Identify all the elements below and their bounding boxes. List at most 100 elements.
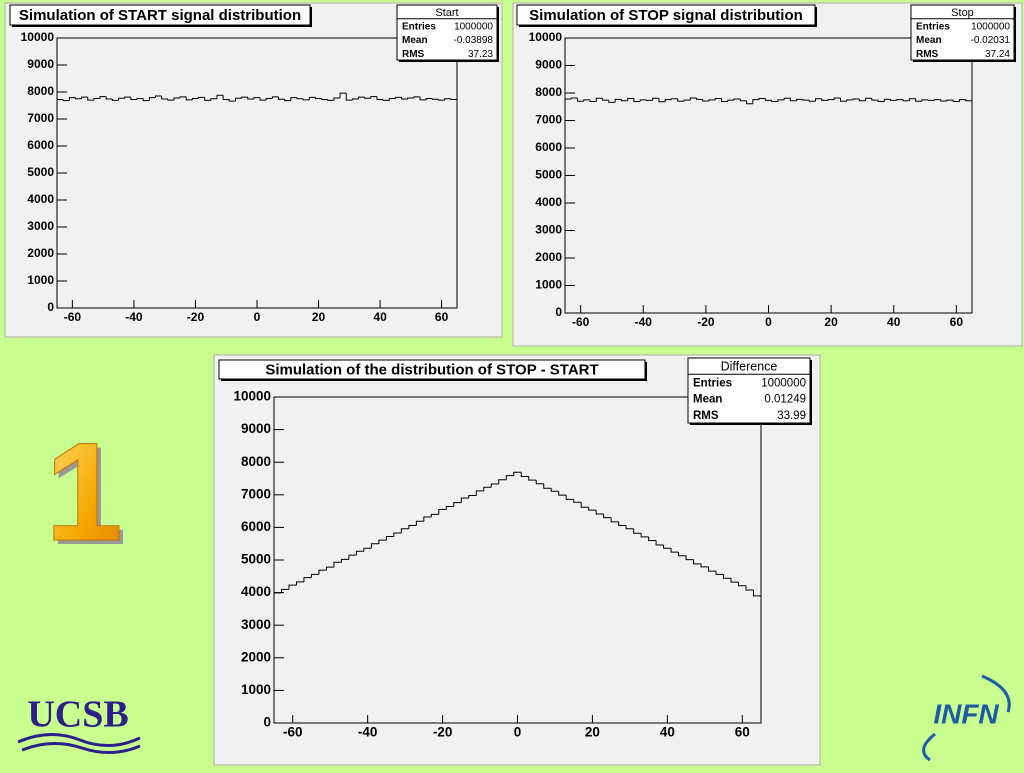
histogram-bin <box>821 98 828 101</box>
histogram-bin <box>290 97 297 101</box>
x-tick-label: 40 <box>887 315 901 329</box>
histogram-bin <box>265 97 273 101</box>
histogram-bin <box>348 554 357 560</box>
x-tick-label: 40 <box>660 725 675 740</box>
histogram-bin <box>883 98 891 102</box>
histogram-bin <box>81 96 88 99</box>
histogram-bin <box>896 99 904 101</box>
histogram-bin <box>413 96 421 98</box>
histogram-bin <box>111 99 119 101</box>
histogram-bin <box>142 98 150 102</box>
histogram-bin <box>259 97 267 101</box>
histogram-bin <box>475 490 484 496</box>
y-tick-label: 6000 <box>241 519 271 534</box>
stats-label: RMS <box>693 410 719 422</box>
histogram-bin <box>318 569 327 575</box>
x-tick-label: 0 <box>254 310 261 324</box>
histogram-bin <box>388 97 396 101</box>
histogram-bin <box>846 99 854 102</box>
histogram-bin <box>689 97 697 101</box>
chart-title: Simulation of the distribution of STOP -… <box>265 361 598 378</box>
histogram-bin <box>577 97 584 102</box>
histogram-bin <box>423 516 432 522</box>
histogram-bin <box>222 95 230 101</box>
y-tick-label: 1000 <box>535 278 562 292</box>
histogram-bin <box>588 507 597 511</box>
histogram-bin <box>351 98 359 101</box>
histogram-bin <box>241 96 248 99</box>
histogram-bin <box>118 97 125 101</box>
histogram-bin <box>393 532 402 537</box>
y-tick-label: 8000 <box>241 454 271 469</box>
histogram-bin <box>814 98 822 102</box>
stats-label: Mean <box>402 35 428 46</box>
histogram-bin <box>167 99 174 101</box>
histogram-bin <box>234 97 242 102</box>
x-tick-label: -40 <box>635 315 653 329</box>
histogram-bin <box>216 94 224 99</box>
histogram-bin <box>363 547 372 552</box>
y-tick-label: 5000 <box>535 168 562 182</box>
histogram-bin <box>498 479 507 485</box>
histogram-bin <box>683 99 691 102</box>
histogram-bin <box>721 98 728 103</box>
histogram-bin <box>513 471 522 476</box>
histogram-bin <box>280 588 289 593</box>
x-tick-label: 20 <box>585 725 600 740</box>
y-tick-label: 2000 <box>27 246 54 260</box>
histogram-bin <box>603 514 612 519</box>
histogram-bin <box>655 540 664 546</box>
histogram-bin <box>179 96 187 98</box>
histogram-bin <box>753 589 761 597</box>
infn-arc <box>922 674 1011 762</box>
histogram-bin <box>198 96 205 99</box>
x-tick-label: 0 <box>765 315 772 329</box>
x-tick-label: 20 <box>824 315 838 329</box>
x-tick-label: -60 <box>283 725 303 740</box>
histogram-bin <box>890 99 897 101</box>
histogram-bin <box>558 491 567 496</box>
stats-box <box>910 4 1015 61</box>
histogram-bin <box>173 97 181 101</box>
histogram-bin <box>535 480 544 485</box>
histogram-bin <box>376 96 384 101</box>
histogram-bin <box>958 99 966 102</box>
infn-logo: INFN <box>933 698 999 729</box>
histogram-bin <box>450 98 457 101</box>
histogram-bin <box>400 528 409 533</box>
stats-value: 1000000 <box>454 21 493 32</box>
title-box <box>9 4 311 26</box>
y-tick-label: 1000 <box>241 682 271 697</box>
histogram-bin <box>345 93 353 101</box>
histogram-bin <box>431 98 439 100</box>
histogram-bin <box>808 100 816 102</box>
stats-title: Difference <box>721 359 778 373</box>
histogram-bin <box>228 99 236 102</box>
histogram-bin <box>136 97 144 100</box>
histogram-bin <box>370 543 379 549</box>
histogram-bin <box>408 524 417 529</box>
histogram-bin <box>618 521 627 526</box>
stats-label: Mean <box>693 394 722 406</box>
histogram-bin <box>333 561 342 568</box>
stats-title: Start <box>435 7 458 19</box>
histogram-bin <box>430 513 439 517</box>
ucsb-waves <box>17 732 141 754</box>
histogram-bin <box>921 99 929 102</box>
histogram-bin <box>468 494 477 499</box>
histogram-bin <box>652 97 659 101</box>
histogram-bin <box>595 510 604 515</box>
histogram-bin <box>185 96 193 101</box>
histogram-bin <box>401 97 408 100</box>
plot-frame <box>564 37 973 314</box>
histogram-bin <box>296 97 304 100</box>
histogram-bin <box>505 475 514 480</box>
histogram-bin <box>783 97 791 100</box>
histogram-bin <box>565 495 574 500</box>
histogram-bin <box>364 97 371 99</box>
histogram-bin <box>288 584 297 590</box>
histogram-bin <box>99 96 107 99</box>
histogram-bin <box>714 98 722 100</box>
y-tick-label: 2000 <box>241 649 271 664</box>
